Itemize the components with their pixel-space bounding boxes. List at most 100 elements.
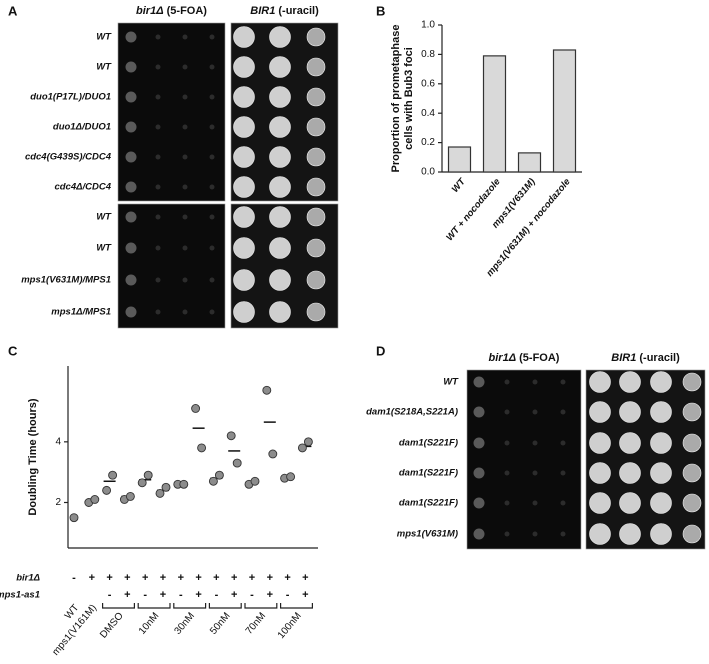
spot [619,462,641,484]
spot [473,406,485,418]
spot [306,177,326,197]
genotype-mark: + [124,589,130,601]
strain-label: dam1(S221F) [399,468,458,479]
spot [560,409,566,415]
genotype-mark: + [231,589,237,601]
spot [473,497,485,509]
spot [560,531,566,537]
spot [650,371,672,393]
spot [209,94,215,100]
y-axis-label: Doubling Time (hours) [27,398,39,515]
spot [650,523,672,545]
spot [182,277,188,283]
data-point [137,478,147,488]
gene-name: BIR1 [611,352,636,364]
genotype-mark: + [267,589,273,601]
panel-label: D [376,343,385,358]
spot [233,269,255,291]
spot [209,64,215,70]
strain-label: mps1Δ/MPS1 [51,307,111,318]
spot [682,433,702,453]
spot [125,91,137,103]
genotype-mark: + [213,572,219,584]
bar [552,49,577,173]
spot [125,121,137,133]
strain-label: cdc4Δ/CDC4 [54,182,111,193]
spot [209,309,215,315]
spot [125,181,137,193]
genotype-mark: - [72,572,76,584]
spot [532,470,538,476]
strain-label: cdc4(G439S)/CDC4 [25,152,112,163]
y-axis-label: cells with Bub3 foci [403,47,415,150]
spot [306,238,326,258]
genotype-mark: + [249,572,255,584]
spot [182,309,188,315]
strain-label: mps1(V631M)/MPS1 [21,275,111,286]
spot [233,26,255,48]
spot [682,463,702,483]
spot [155,124,161,130]
spot [589,401,611,423]
strain-label: duo1(P17L)/DUO1 [30,92,111,103]
plate [230,22,339,202]
genotype-mark: + [106,572,112,584]
group-bracket [208,603,242,609]
spot [473,437,485,449]
spot [209,124,215,130]
strain-label: WT [96,243,112,254]
genotype-mark: + [302,572,308,584]
spot [182,34,188,40]
spot [532,440,538,446]
spot [269,116,291,138]
genotype-mark: + [302,589,308,601]
strain-label: WT [96,32,112,43]
spot [473,467,485,479]
data-point [179,479,189,489]
spot [306,57,326,77]
spot [589,492,611,514]
x-tick-label: WT [450,176,469,195]
spot [233,237,255,259]
data-point [143,470,153,480]
spot [209,154,215,160]
y-tick-label: 0.2 [421,137,435,148]
group-bracket [101,603,135,609]
spot [269,86,291,108]
spot [125,274,137,286]
data-point [191,404,201,413]
genotype-mark: + [267,572,273,584]
genotype-mark: + [231,572,237,584]
group-label: 30nM [173,611,198,637]
genotype-mark: + [124,572,130,584]
spot [209,184,215,190]
group-bracket [173,603,207,609]
data-point [286,472,296,482]
spot [233,116,255,138]
genotype-mark: + [142,572,148,584]
strain-label: WT [96,62,112,73]
spot [233,146,255,168]
panel-label: A [8,3,18,18]
spot [155,309,161,315]
condition: (5-FOA) [519,352,560,364]
spot [209,34,215,40]
strain-label: dam1(S221F) [399,438,458,449]
spot [182,124,188,130]
data-point [155,488,165,498]
plate [117,203,226,329]
y-tick-label: 4 [55,436,61,447]
data-point [297,443,307,453]
strain-label: WT [96,212,112,223]
group-bracket [137,603,171,609]
plate [585,369,706,550]
spot [125,242,137,254]
spot [682,372,702,392]
spot [269,176,291,198]
y-tick-label: 0.4 [421,108,435,119]
spot [682,524,702,544]
row-label: bir1Δ [16,573,40,584]
plate-header: bir1Δ (5-FOA) [489,352,560,364]
spot [182,214,188,220]
